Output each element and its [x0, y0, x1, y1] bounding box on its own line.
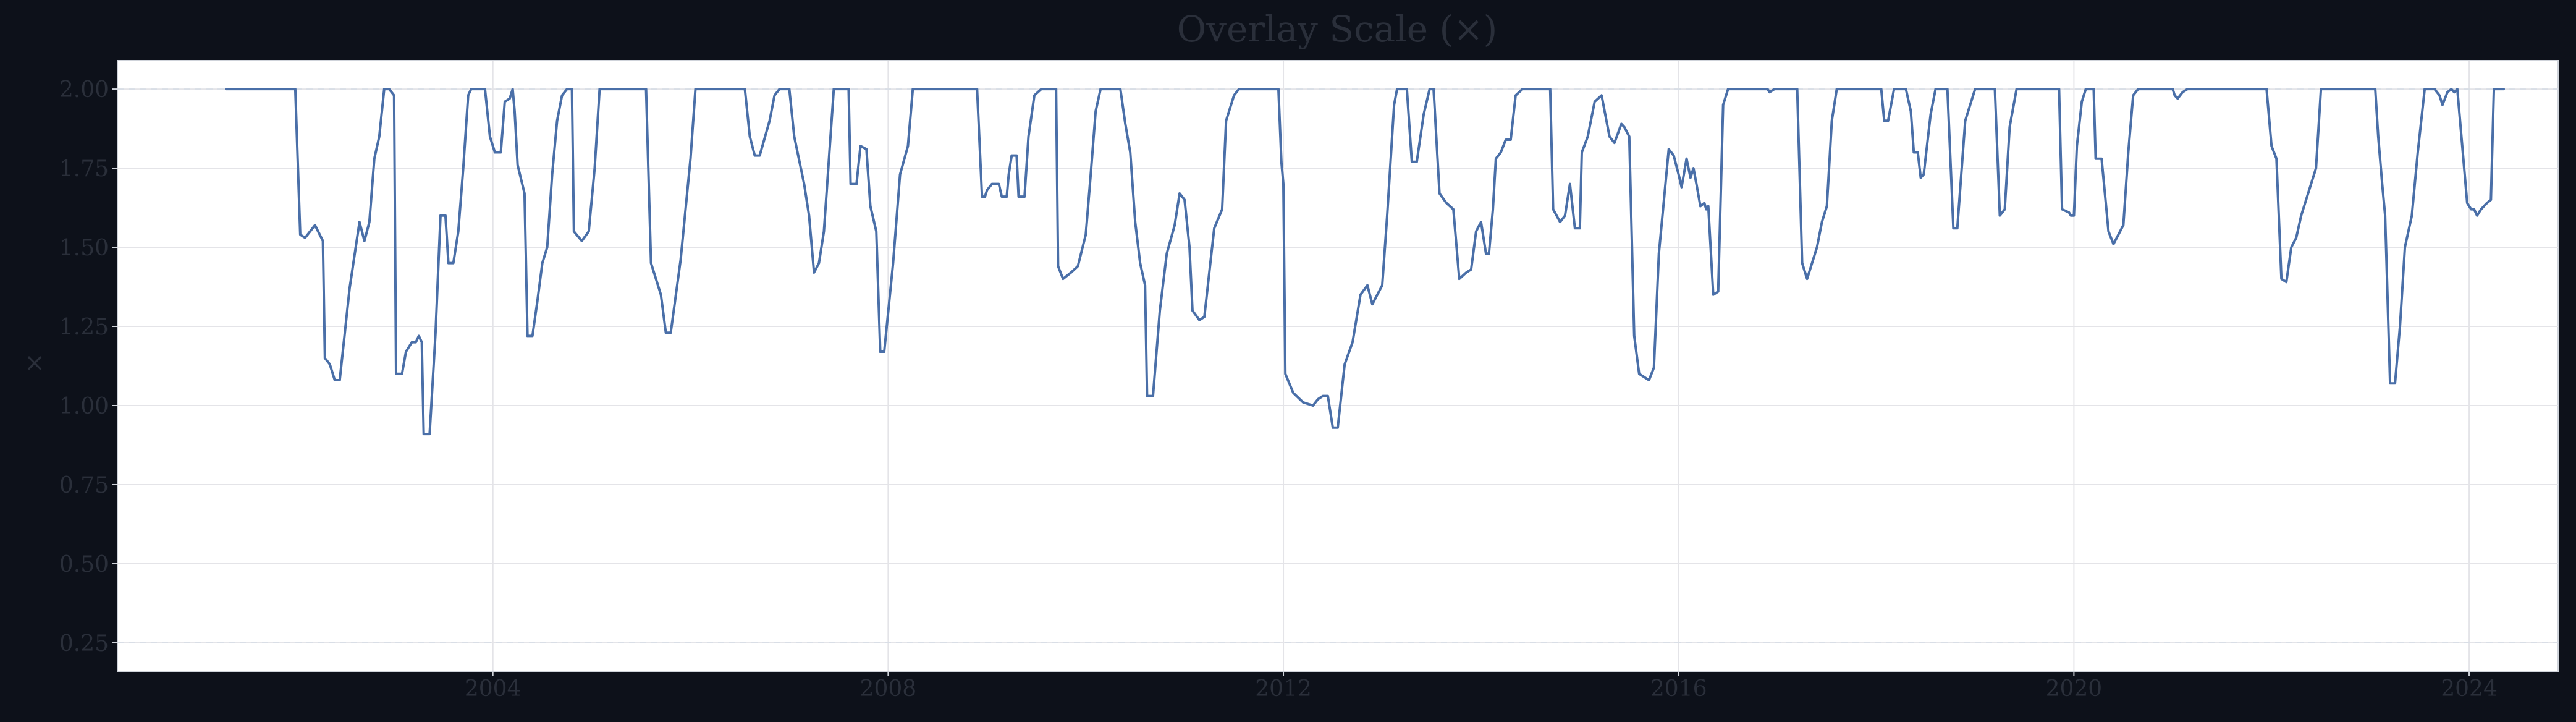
x-tick-label: 2016	[1650, 676, 1707, 702]
y-tick-label: 0.25	[59, 631, 109, 656]
y-tick-label: 1.75	[59, 156, 109, 182]
x-tick-label: 2020	[2046, 676, 2103, 702]
y-tick-label: 2.00	[59, 77, 109, 103]
x-tick-label: 2024	[2441, 676, 2498, 702]
chart-title: Overlay Scale (×)	[1177, 8, 1498, 50]
y-tick-label: 1.25	[59, 315, 109, 340]
plot-area	[117, 61, 2558, 671]
y-tick-label: 0.50	[59, 552, 109, 577]
y-axis-label: ×	[24, 349, 45, 377]
x-tick-label: 2008	[860, 676, 917, 702]
y-tick-label: 0.75	[59, 473, 109, 498]
y-tick-label: 1.00	[59, 394, 109, 419]
x-tick-label: 2004	[465, 676, 522, 702]
x-tick-label: 2012	[1255, 676, 1312, 702]
y-tick-label: 1.50	[59, 236, 109, 261]
